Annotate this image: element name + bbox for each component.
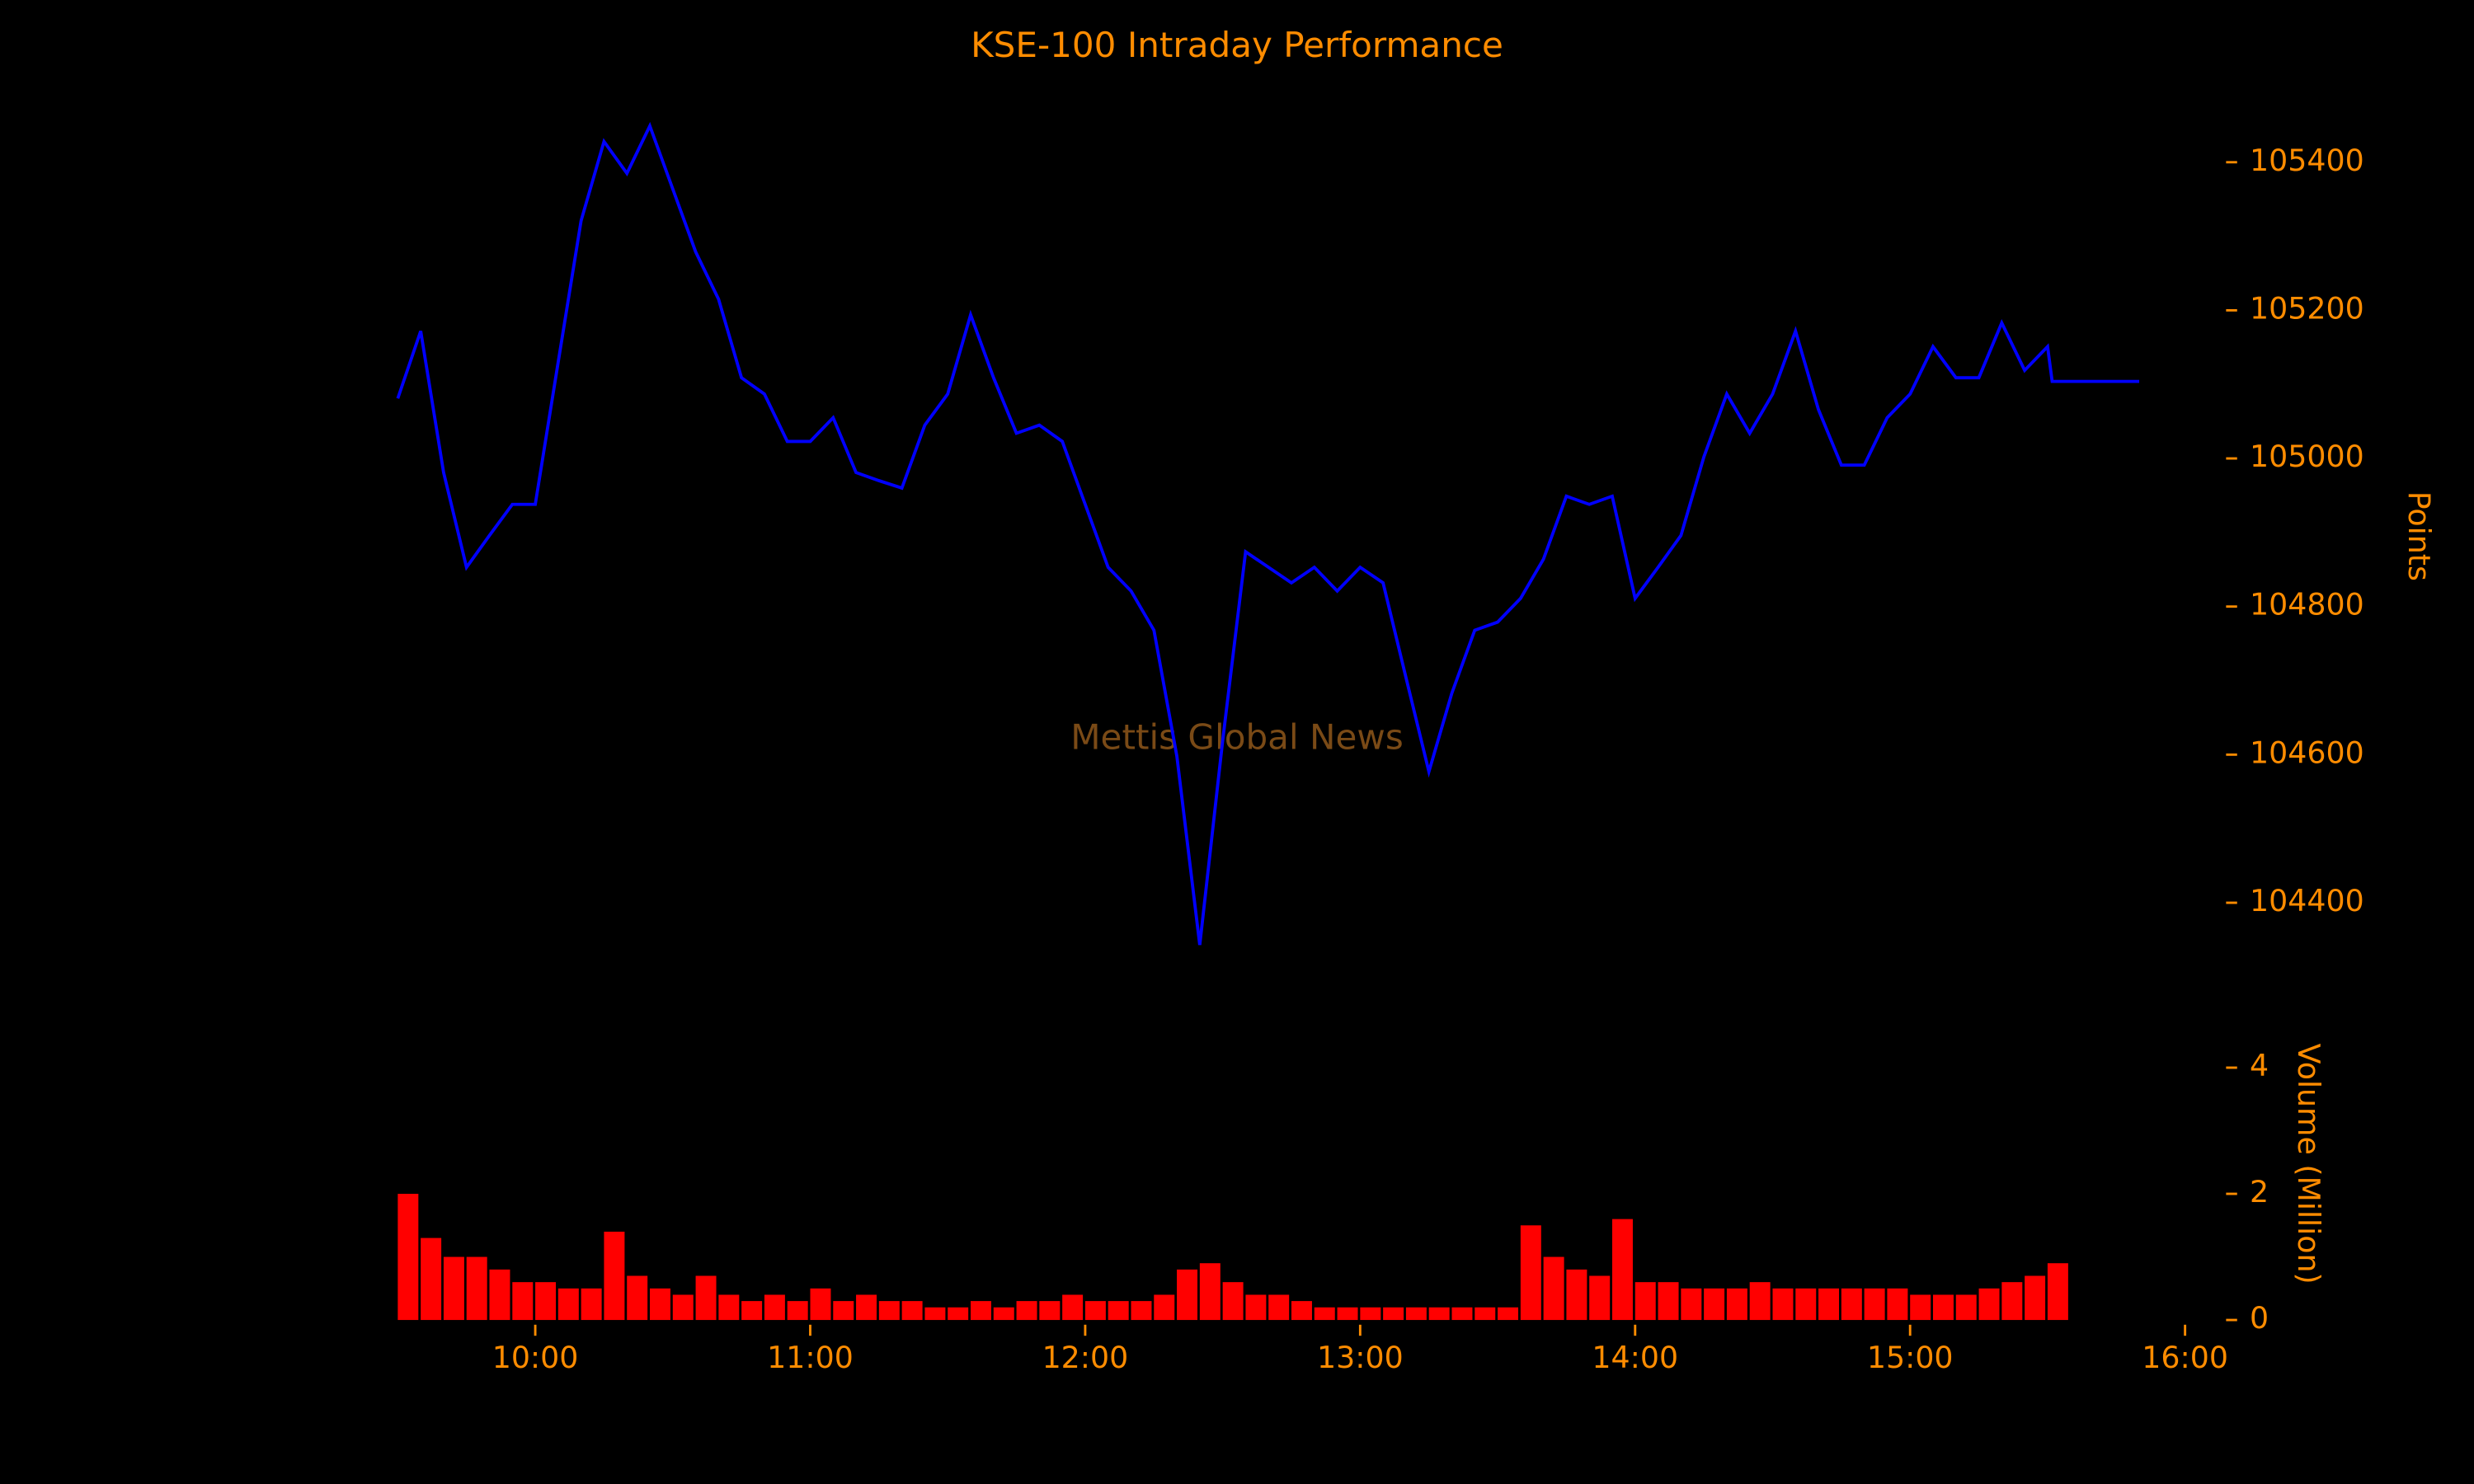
volume-bar bbox=[1428, 1307, 1450, 1321]
volume-bar bbox=[1498, 1307, 1519, 1321]
volume-bar bbox=[1475, 1307, 1496, 1321]
volume-bar bbox=[1016, 1301, 1037, 1321]
volume-bar bbox=[1978, 1288, 2000, 1321]
volume-bar bbox=[787, 1301, 808, 1321]
volume-bar bbox=[1268, 1294, 1290, 1321]
volume-bar bbox=[1749, 1282, 1771, 1321]
volume-bar bbox=[1910, 1294, 1931, 1321]
volume-bar bbox=[1383, 1307, 1404, 1321]
x-tick-label: 12:00 bbox=[1042, 1340, 1129, 1375]
y-axis-label: Volume (Million) bbox=[2291, 1044, 2326, 1284]
volume-bar bbox=[718, 1294, 740, 1321]
volume-bar bbox=[1566, 1269, 1587, 1321]
volume-bar bbox=[557, 1288, 579, 1321]
volume-bar bbox=[1726, 1288, 1747, 1321]
x-tick-label: 10:00 bbox=[492, 1340, 579, 1375]
y-tick-label: 2 bbox=[2250, 1174, 2269, 1209]
y-tick-label: 104800 bbox=[2250, 587, 2364, 622]
volume-bar bbox=[627, 1275, 648, 1321]
volume-bar bbox=[1108, 1301, 1129, 1321]
y-tick-label: 104600 bbox=[2250, 735, 2364, 770]
volume-bar bbox=[1291, 1301, 1312, 1321]
volume-bar bbox=[1704, 1288, 1725, 1321]
volume-bar bbox=[421, 1237, 442, 1321]
volume-bar bbox=[604, 1231, 625, 1321]
volume-bar bbox=[1634, 1282, 1656, 1321]
x-tick-label: 11:00 bbox=[767, 1340, 854, 1375]
x-tick-label: 14:00 bbox=[1592, 1340, 1678, 1375]
volume-bar bbox=[581, 1288, 602, 1321]
volume-bar bbox=[1199, 1263, 1221, 1321]
volume-bar bbox=[1039, 1301, 1061, 1321]
volume-bar bbox=[1772, 1288, 1794, 1321]
volume-bar bbox=[970, 1301, 991, 1321]
volume-bar bbox=[1062, 1294, 1084, 1321]
volume-bar bbox=[1154, 1294, 1175, 1321]
volume-bar bbox=[1818, 1288, 1840, 1321]
volume-bar bbox=[466, 1256, 487, 1321]
volume-bar bbox=[1795, 1288, 1817, 1321]
volume-bar bbox=[948, 1307, 969, 1321]
volume-bar bbox=[856, 1294, 877, 1321]
volume-bar bbox=[1360, 1307, 1381, 1321]
volume-bar bbox=[1932, 1294, 1954, 1321]
price-line bbox=[396, 121, 2140, 946]
y-tick-label: 4 bbox=[2250, 1048, 2269, 1083]
volume-bar bbox=[1543, 1256, 1564, 1321]
volume-bar bbox=[649, 1288, 670, 1321]
volume-bar bbox=[1222, 1282, 1244, 1321]
volume-bar bbox=[535, 1282, 557, 1321]
volume-bar bbox=[1681, 1288, 1702, 1321]
volume-bar bbox=[1658, 1282, 1679, 1321]
volume-bar bbox=[833, 1301, 854, 1321]
x-tick-label: 13:00 bbox=[1317, 1340, 1404, 1375]
y-tick-label: 105400 bbox=[2250, 143, 2364, 178]
volume-bar bbox=[1314, 1307, 1335, 1321]
y-tick-label: 105000 bbox=[2250, 439, 2364, 474]
volume-bar bbox=[924, 1307, 946, 1321]
volume-bar bbox=[672, 1294, 694, 1321]
y-axis-label: Points bbox=[2401, 491, 2437, 581]
volume-bar bbox=[397, 1194, 419, 1321]
volume-bar bbox=[1337, 1307, 1358, 1321]
volume-bar bbox=[1589, 1275, 1611, 1321]
volume-bar bbox=[901, 1301, 923, 1321]
volume-bar bbox=[1084, 1301, 1106, 1321]
volume-bar bbox=[741, 1301, 763, 1321]
volume-bar bbox=[1955, 1294, 1977, 1321]
volume-bar bbox=[764, 1294, 785, 1321]
volume-bar bbox=[443, 1256, 464, 1321]
volume-bar bbox=[1405, 1307, 1427, 1321]
chart-title: KSE-100 Intraday Performance bbox=[971, 25, 1503, 65]
volume-bar bbox=[1177, 1269, 1198, 1321]
volume-bar bbox=[512, 1282, 534, 1321]
y-tick-label: 105200 bbox=[2250, 290, 2364, 326]
volume-bar bbox=[1887, 1288, 1908, 1321]
volume-bar bbox=[1451, 1307, 1473, 1321]
x-tick-label: 15:00 bbox=[1867, 1340, 1954, 1375]
watermark: Mettis Global News bbox=[1070, 717, 1403, 758]
volume-bar bbox=[1841, 1288, 1862, 1321]
volume-bar bbox=[695, 1275, 717, 1321]
volume-bar bbox=[993, 1307, 1014, 1321]
volume-bar bbox=[1520, 1225, 1541, 1321]
volume-bar bbox=[878, 1301, 900, 1321]
x-tick-label: 16:00 bbox=[2142, 1340, 2228, 1375]
y-tick-label: 0 bbox=[2250, 1300, 2269, 1336]
volume-bar bbox=[1864, 1288, 1885, 1321]
volume-bar bbox=[1131, 1301, 1152, 1321]
volume-bar bbox=[1611, 1219, 1633, 1321]
volume-bar bbox=[2001, 1282, 2023, 1321]
volume-bar bbox=[2047, 1263, 2068, 1321]
volume-bar bbox=[810, 1288, 831, 1321]
y-tick-label: 104400 bbox=[2250, 883, 2364, 918]
volume-bar bbox=[489, 1269, 510, 1321]
volume-bar bbox=[1245, 1294, 1267, 1321]
volume-bar bbox=[2025, 1275, 2046, 1321]
